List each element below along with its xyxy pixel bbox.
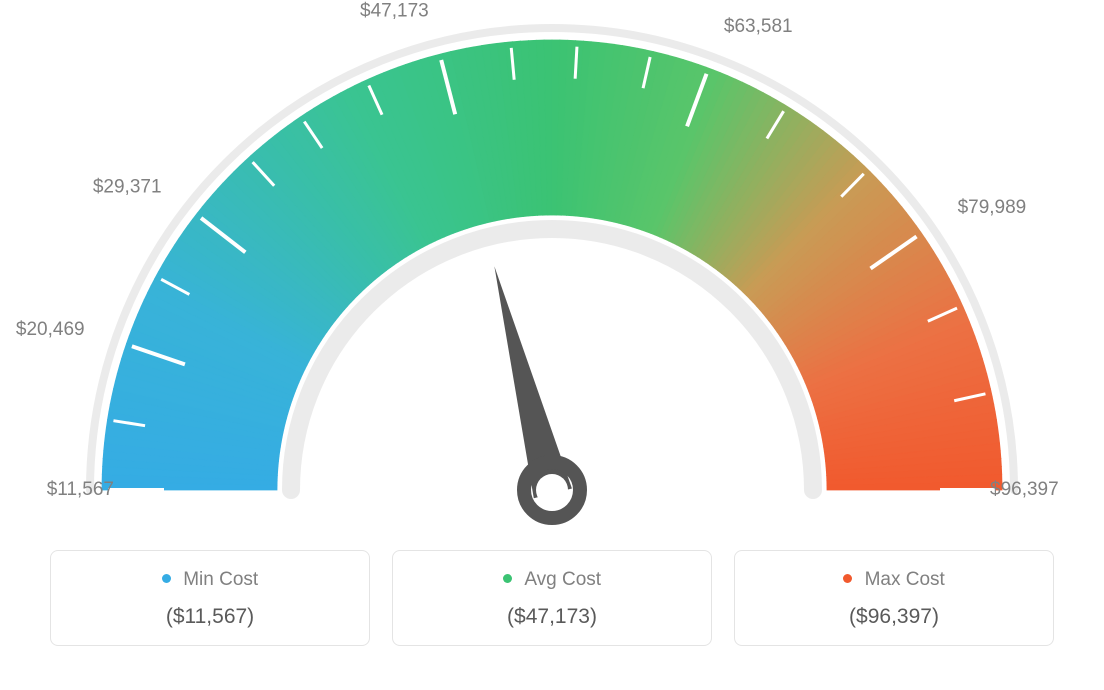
summary-cards: Min Cost ($11,567) Avg Cost ($47,173) Ma… [0,550,1104,646]
card-value: ($47,173) [403,605,701,629]
card-title: Max Cost [865,569,945,591]
svg-text:$79,989: $79,989 [958,197,1027,218]
root: $11,567 $20,469 $29,371 $47,173 $63,581 $79,9… [0,0,1104,690]
svg-text:$96,397: $96,397 [990,479,1059,500]
card-title: Min Cost [183,569,258,591]
card-header: Min Cost [61,569,359,591]
card-value: ($96,397) [745,605,1043,629]
card-header: Avg Cost [403,569,701,591]
card-header: Max Cost [745,569,1043,591]
max-cost-card: Max Cost ($96,397) [734,550,1054,646]
card-value: ($11,567) [61,605,359,629]
card-title: Avg Cost [524,569,601,591]
svg-text:$47,173: $47,173 [360,1,429,22]
svg-text:$29,371: $29,371 [93,176,162,197]
gauge-chart: $11,567 $20,469 $29,371 $47,173 $63,581 $79,9… [0,0,1104,540]
min-cost-card: Min Cost ($11,567) [50,550,370,646]
dot-icon [503,574,512,583]
svg-text:$63,581: $63,581 [724,16,793,37]
gauge-svg: $11,567 $20,469 $29,371 $47,173 $63,581 $79,9… [0,0,1104,540]
dot-icon [162,574,171,583]
avg-cost-card: Avg Cost ($47,173) [392,550,712,646]
svg-text:$20,469: $20,469 [16,319,85,340]
svg-text:$11,567: $11,567 [47,479,114,500]
dot-icon [843,574,852,583]
